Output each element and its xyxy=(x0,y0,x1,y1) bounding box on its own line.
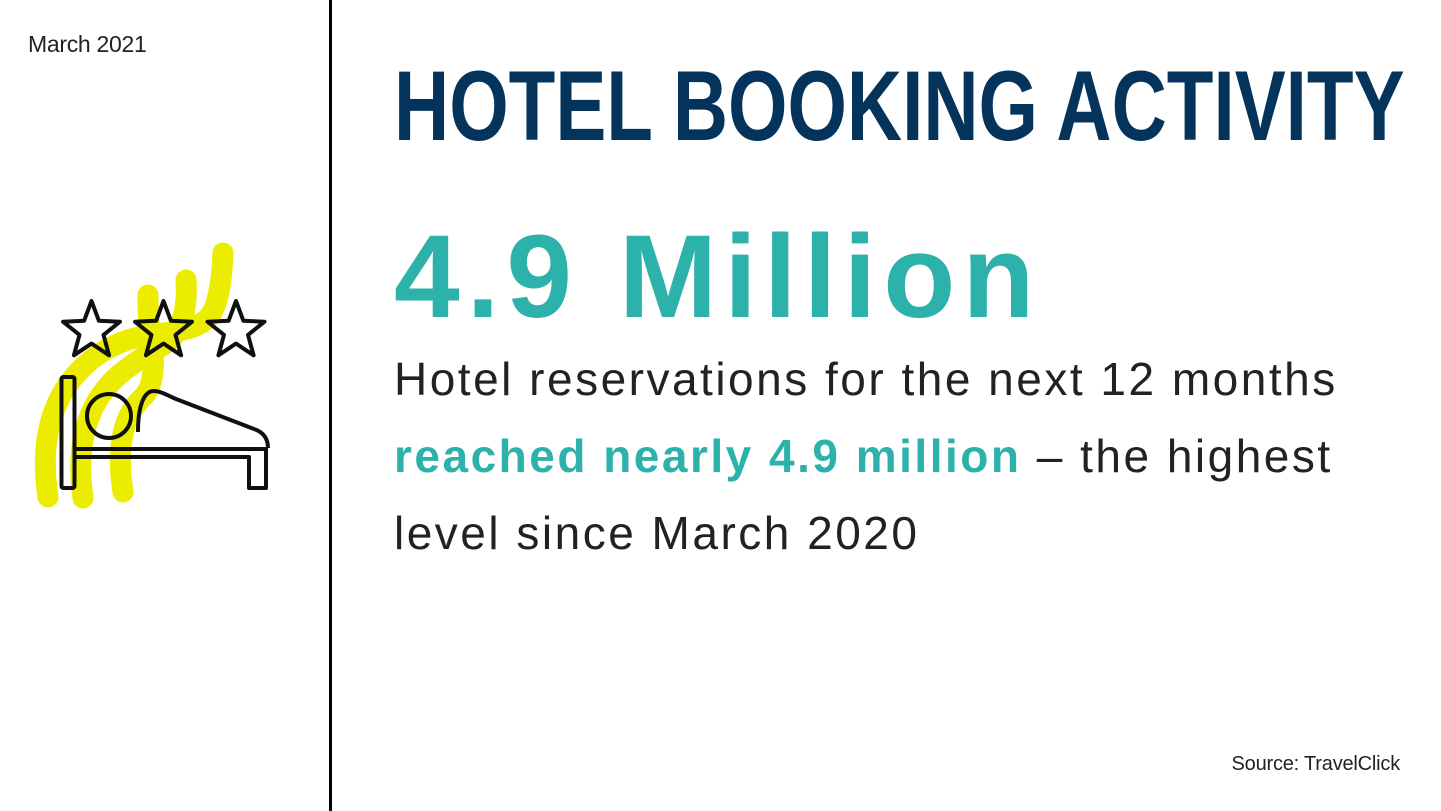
bed-headboard xyxy=(59,375,77,490)
three-star-rating-icons xyxy=(61,299,267,358)
bed-platform-and-leg xyxy=(76,447,268,490)
swoosh-outer xyxy=(34,242,234,508)
yellow-swoosh-strokes xyxy=(34,242,234,509)
star-icon xyxy=(133,299,194,358)
stat-line2-rest: – the highest xyxy=(1021,430,1333,482)
stat-description-line3: level since March 2020 xyxy=(394,507,920,559)
star-icon xyxy=(205,299,267,358)
person-head xyxy=(85,392,133,440)
source-label: Source: TravelClick xyxy=(1231,753,1401,775)
stat-description-line2: reached nearly 4.9 million – the highest xyxy=(394,418,1338,495)
stat-description-line1: Hotel reservations for the next 12 month… xyxy=(394,353,1338,405)
vertical-divider xyxy=(329,0,332,811)
swoosh-inner xyxy=(109,284,164,503)
person-blanket xyxy=(136,389,270,449)
bed-icon xyxy=(59,375,270,490)
date-label: March 2021 xyxy=(28,31,147,57)
stat-description: Hotel reservations for the next 12 month… xyxy=(394,341,1338,572)
star-icon xyxy=(61,299,122,358)
stat-value: 4.9 Million xyxy=(394,211,1042,343)
page-title: HOTEL BOOKING ACTIVITY xyxy=(394,50,1405,161)
hotel-bed-three-stars-icon xyxy=(34,242,270,509)
stat-highlight-text: reached nearly 4.9 million xyxy=(394,430,1022,482)
